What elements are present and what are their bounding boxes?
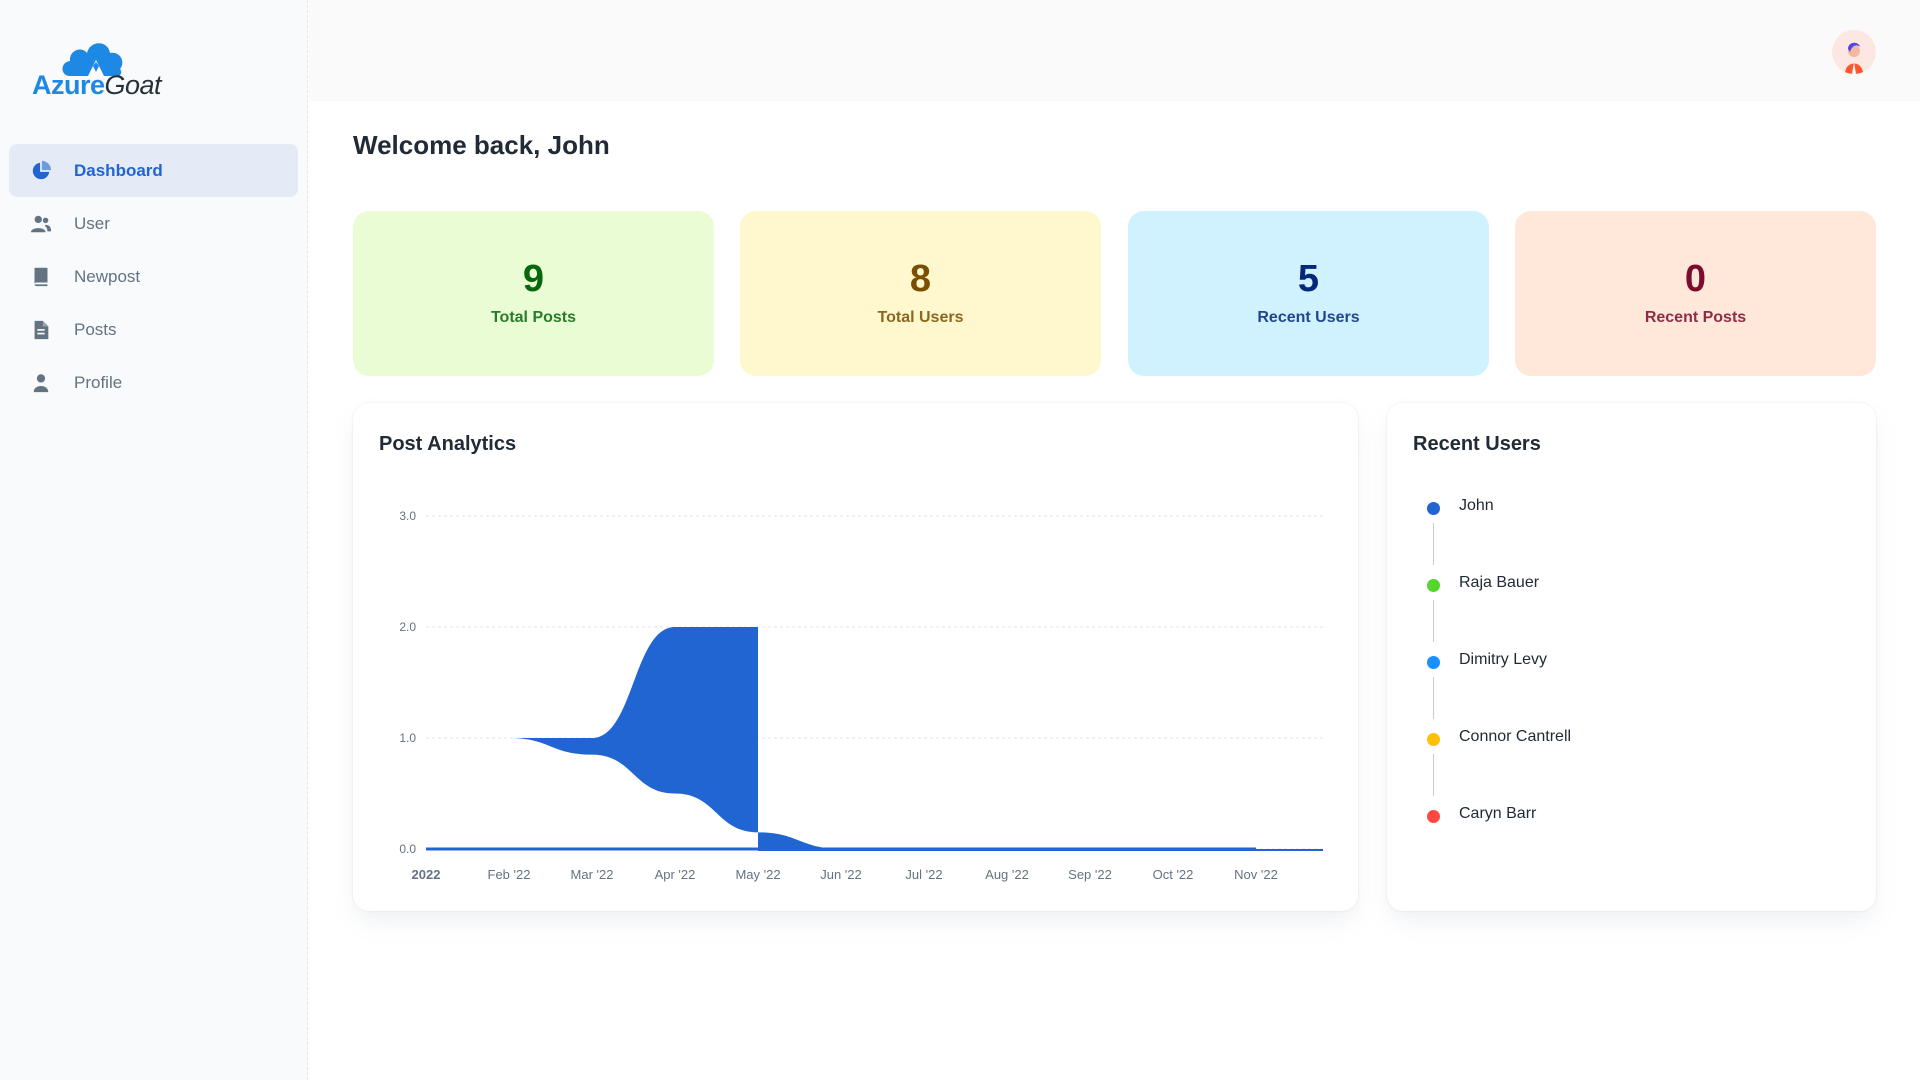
user-avatar-icon [1845,42,1863,74]
x-tick-label: Sep '22 [1068,867,1112,882]
post-analytics-chart[interactable]: 0.0 1.0 2.0 3.0 2022 Feb '22 Mar '22 Apr '22 May… [353,403,1358,911]
timeline-dot [1427,656,1440,669]
stat-value: 9 [522,258,545,300]
card-title: Post Analytics [379,433,517,455]
y-tick-label: 3.0 [399,509,416,523]
x-tick-label: 2022 [412,867,441,882]
stat-value: 8 [909,258,932,300]
x-tick-label: Aug '22 [985,867,1029,882]
sidebar-nav: Dashboard User Newpost Posts Profile [9,144,298,409]
card-title: Recent Users [1413,433,1541,455]
pie-chart-icon [29,159,53,183]
sidebar-item-label: Dashboard [74,160,163,180]
stat-label: Recent Posts [1644,309,1747,326]
sidebar-item-profile[interactable]: Profile [9,356,298,409]
sidebar-item-label: Newpost [74,266,141,286]
stat-card-total-posts: 9 Total Posts [353,211,714,376]
book-icon [29,265,53,289]
top-header [309,0,1920,101]
person-icon [29,371,53,395]
sidebar-item-dashboard[interactable]: Dashboard [9,144,298,197]
stat-label: Recent Users [1257,309,1360,326]
y-tick-label: 0.0 [399,842,416,856]
sidebar-item-posts[interactable]: Posts [9,303,298,356]
x-tick-label: Oct '22 [1153,867,1194,882]
stat-card-recent-posts: 0 Recent Posts [1515,211,1876,376]
stat-value: 0 [1684,258,1707,300]
post-analytics-card: Post Analytics 0.0 1.0 2.0 3.0 2022 Feb '22 Ma… [353,403,1358,911]
timeline-connector [1433,754,1434,796]
recent-users-card: Recent Users John Raja Bauer Dimitry Levy C… [1387,403,1876,911]
chart-area-series [426,516,758,833]
x-tick-label: May '22 [735,867,780,882]
x-tick-label: Jun '22 [820,867,862,882]
x-tick-label: Apr '22 [655,867,696,882]
brand-name: AzureGoat [32,70,162,100]
y-tick-label: 2.0 [399,620,416,634]
recent-user-name: Caryn Barr [1459,805,1537,822]
sidebar-item-label: Profile [74,372,123,392]
stat-value: 5 [1297,258,1320,300]
sidebar: AzureGoat Dashboard User Newpost Posts [0,0,308,1080]
file-text-icon [29,318,53,342]
timeline-dot [1427,733,1440,746]
sidebar-item-label: User [74,213,110,233]
y-tick-label: 1.0 [399,731,416,745]
x-tick-label: Jul '22 [905,867,942,882]
stat-label: Total Posts [490,309,577,326]
sidebar-item-user[interactable]: User [9,197,298,250]
timeline-connector [1433,600,1434,642]
stat-label: Total Users [877,309,964,326]
recent-user-name: Connor Cantrell [1459,728,1572,745]
timeline-connector [1433,523,1434,565]
x-tick-label: Mar '22 [571,867,614,882]
people-icon [29,212,53,236]
x-tick-label: Feb '22 [488,867,531,882]
stat-card-recent-users: 5 Recent Users [1128,211,1489,376]
timeline-dot [1427,810,1440,823]
stat-card-total-users: 8 Total Users [740,211,1101,376]
x-tick-label: Nov '22 [1234,867,1278,882]
sidebar-item-label: Posts [74,319,117,339]
cloud-goat-icon [62,43,123,77]
page-title: Welcome back, John [353,130,610,160]
timeline-connector [1433,677,1434,719]
avatar[interactable] [1832,30,1876,74]
recent-user-name: Raja Bauer [1459,574,1540,591]
timeline-dot [1427,502,1440,515]
azuregoat-logo[interactable]: AzureGoat [30,36,162,102]
sidebar-item-newpost[interactable]: Newpost [9,250,298,303]
recent-user-name: Dimitry Levy [1459,651,1548,668]
timeline-dot [1427,579,1440,592]
recent-user-name: John [1459,497,1494,514]
